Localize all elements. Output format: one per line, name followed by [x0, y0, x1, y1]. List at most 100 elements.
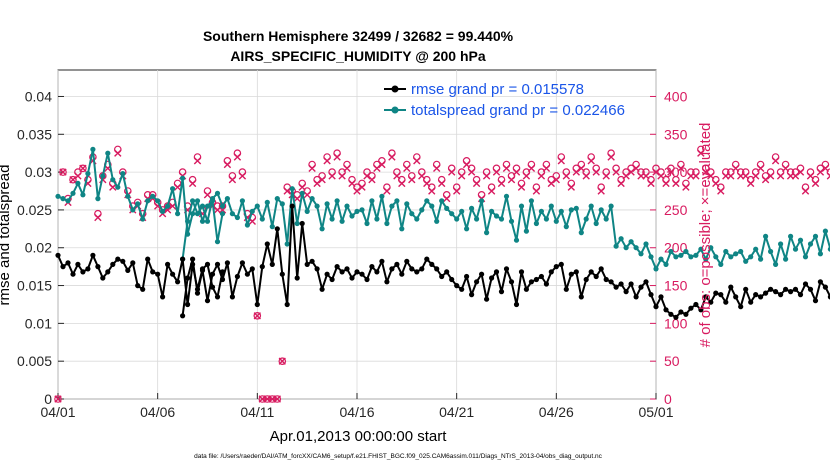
legend-rmse-label: rmse grand pr = 0.015578	[411, 81, 584, 98]
totalspread-point	[75, 180, 81, 186]
rmse-point	[175, 279, 181, 285]
obs-evaluated-marker	[59, 168, 67, 176]
rmse-point	[807, 286, 814, 292]
totalspread-point	[414, 216, 420, 222]
totalspread-point	[778, 241, 784, 247]
totalspread-point	[150, 193, 156, 199]
rmse-point	[558, 261, 564, 267]
totalspread-point	[234, 214, 240, 221]
totalspread-point	[145, 198, 151, 204]
rmse-point	[249, 266, 255, 272]
rmse-point	[493, 269, 500, 275]
rmse-point	[130, 260, 136, 266]
totalspread-point	[538, 208, 545, 214]
totalspread-point	[633, 245, 639, 251]
obs-evaluated-marker	[602, 172, 610, 180]
totalspread-point	[464, 226, 470, 232]
totalspread-point	[573, 205, 579, 211]
obs-evaluated-marker	[472, 179, 481, 188]
rmse-point	[469, 292, 475, 298]
obs-evaluated-marker	[487, 187, 496, 195]
obs-evaluated-marker	[547, 179, 555, 188]
totalspread-point	[807, 241, 814, 247]
totalspread-point	[479, 198, 485, 204]
footnote: data file: /Users/raeder/DAI/ATM_forcXX/…	[194, 453, 603, 460]
right-tick-label: 100	[664, 315, 688, 331]
totalspread-point	[185, 218, 191, 224]
rmse-point	[269, 261, 275, 267]
x-axis-label: Apr.01,2013 00:00:00 start	[270, 428, 448, 445]
rmse-point	[279, 271, 285, 277]
rmse-point	[444, 269, 450, 275]
rmse-point	[244, 271, 250, 277]
obs-evaluated-marker	[742, 172, 750, 180]
x-tick-label: 05/01	[638, 404, 673, 420]
obs-evaluated-marker	[203, 191, 212, 199]
totalspread-point	[768, 248, 774, 255]
obs-evaluated-marker	[522, 172, 531, 180]
obs-possible-marker	[79, 164, 87, 173]
obs-evaluated-marker	[682, 183, 690, 191]
obs-evaluated-marker	[413, 157, 421, 165]
totalspread-point	[518, 203, 525, 209]
chart-title-line-1: Southern Hemisphere 32499 / 32682 = 99.4…	[203, 28, 514, 44]
obs-evaluated-marker	[761, 176, 770, 184]
obs-evaluated-marker	[811, 179, 820, 188]
obs-evaluated-marker	[438, 179, 446, 188]
rmse-point	[678, 309, 684, 315]
totalspread-point	[329, 216, 335, 222]
totalspread-point	[728, 254, 734, 260]
totalspread-point	[493, 213, 500, 219]
rmse-point	[802, 281, 809, 287]
rmse-point	[523, 286, 530, 292]
obs-evaluated-marker	[781, 164, 790, 172]
obs-evaluated-marker	[373, 164, 381, 172]
rmse-point	[185, 301, 191, 308]
totalspread-point	[533, 220, 540, 227]
totalspread-point	[678, 252, 684, 258]
totalspread-point	[449, 211, 455, 217]
obs-evaluated-marker	[188, 179, 197, 188]
obs-evaluated-marker	[592, 168, 600, 176]
totalspread-point	[284, 241, 290, 247]
obs-evaluated-marker	[776, 172, 785, 180]
rmse-point	[364, 276, 370, 283]
rmse-point	[339, 269, 345, 275]
rmse-point	[155, 271, 161, 277]
totalspread-point	[588, 203, 594, 209]
obs-evaluated-marker	[702, 168, 710, 176]
rmse-point	[513, 301, 520, 308]
totalspread-point	[568, 207, 574, 213]
totalspread-point	[792, 246, 799, 252]
obs-evaluated-marker	[826, 172, 830, 180]
obs-evaluated-marker	[398, 179, 406, 188]
totalspread-point	[259, 216, 265, 222]
rmse-point	[324, 271, 330, 277]
totalspread-point	[190, 198, 196, 204]
obs-possible-marker	[258, 395, 267, 403]
rmse-point	[553, 264, 559, 270]
obs-evaluated-marker	[512, 168, 521, 176]
totalspread-point	[369, 198, 375, 204]
totalspread-point	[429, 203, 435, 209]
totalspread-point	[294, 220, 300, 227]
rmse-point	[533, 276, 540, 283]
obs-evaluated-marker	[343, 164, 351, 172]
obs-evaluated-marker	[303, 191, 311, 199]
rmse-point	[409, 266, 415, 272]
totalspread-point	[434, 218, 440, 224]
rmse-point	[778, 292, 784, 298]
obs-evaluated-marker	[109, 183, 117, 191]
totalspread-point	[773, 261, 779, 267]
obs-evaluated-marker	[801, 187, 810, 195]
rmse-point	[209, 271, 216, 277]
rmse-point	[65, 260, 71, 266]
totalspread-point	[404, 201, 410, 207]
totalspread-point	[673, 254, 679, 260]
rmse-point	[289, 203, 295, 209]
rmse-point	[204, 261, 211, 267]
totalspread-point	[364, 220, 370, 227]
rmse-point	[424, 256, 430, 262]
rmse-point	[628, 281, 634, 287]
totalspread-point	[603, 216, 609, 222]
